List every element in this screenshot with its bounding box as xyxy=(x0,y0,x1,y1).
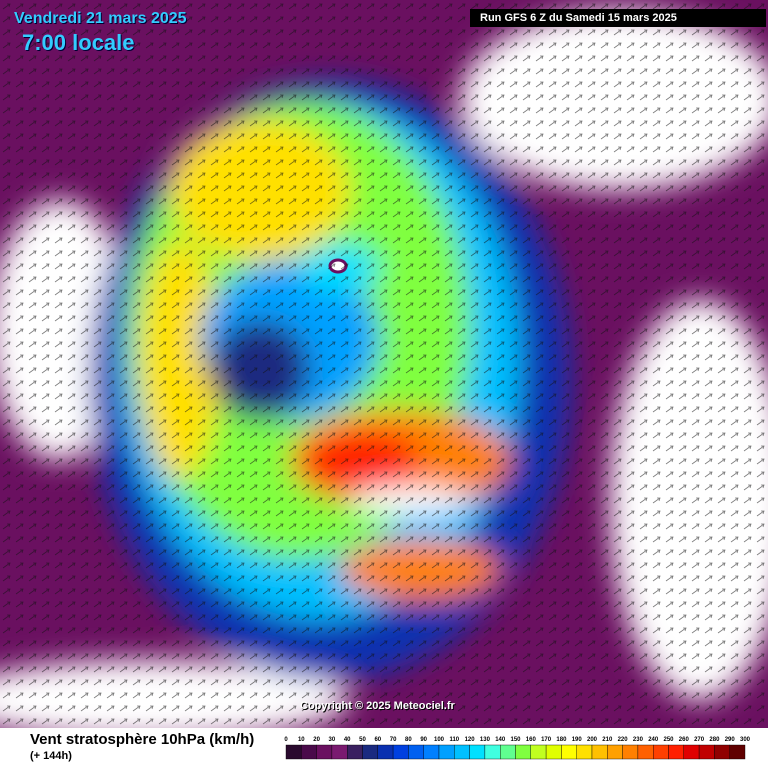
scale-swatch xyxy=(729,744,746,760)
scale-label: 190 xyxy=(572,737,583,743)
scale-label: 110 xyxy=(449,737,459,743)
scale-swatch xyxy=(698,744,715,760)
scale-swatch xyxy=(607,744,623,760)
wind-arrows xyxy=(0,0,768,728)
scale-label: 220 xyxy=(618,737,629,743)
scale-swatch xyxy=(591,744,608,760)
scale-swatch xyxy=(408,744,424,760)
scale-swatch xyxy=(362,744,379,760)
scale-label: 130 xyxy=(480,737,491,743)
scale-label: 0 xyxy=(284,737,288,743)
scale-swatch xyxy=(714,744,730,760)
scale-label: 200 xyxy=(587,737,598,743)
scale-label: 280 xyxy=(709,737,720,743)
scale-swatch xyxy=(301,744,317,760)
scale-label: 270 xyxy=(694,737,705,743)
scale-swatch xyxy=(653,744,669,760)
color-scale: 0 10 20 30 40 50 60 70 80 90 100 110 120 130 140 150 160… xyxy=(284,737,751,760)
scale-swatch xyxy=(316,744,333,760)
scale-label: 60 xyxy=(374,737,381,743)
date: Vendredi 21 mars 2025 xyxy=(14,10,187,27)
scale-swatch xyxy=(469,744,486,760)
scale-label: 80 xyxy=(405,737,412,743)
scale-swatch xyxy=(622,744,639,760)
scale-label: 70 xyxy=(390,737,397,743)
legend-subtitle: (+ 144h) xyxy=(30,750,72,762)
scale-swatch xyxy=(668,744,685,760)
scale-label: 260 xyxy=(679,737,690,743)
scale-swatch xyxy=(576,744,593,760)
scale-swatch xyxy=(515,744,532,760)
legend-title: Vent stratosphère 10hPa (km/h) xyxy=(30,731,255,748)
scale-swatch xyxy=(561,744,577,760)
scale-swatch xyxy=(683,744,700,760)
scale-swatch xyxy=(346,744,363,760)
scale-label: 160 xyxy=(526,737,537,743)
scale-label: 10 xyxy=(298,737,305,743)
scale-label: 100 xyxy=(434,737,445,743)
scale-label: 230 xyxy=(633,737,644,743)
scale-swatch xyxy=(285,744,302,760)
run-info: Run GFS 6 Z du Samedi 15 mars 2025 xyxy=(470,9,766,27)
scale-label: 50 xyxy=(359,737,366,743)
scale-label: 300 xyxy=(740,737,751,743)
scale-swatch xyxy=(392,744,409,760)
scale-swatch xyxy=(637,744,654,760)
scale-swatch xyxy=(331,744,348,760)
scale-swatch xyxy=(423,744,440,760)
scale-label: 120 xyxy=(465,737,476,743)
scale-label: 290 xyxy=(725,737,736,743)
scale-swatch xyxy=(438,744,455,760)
scale-label: 20 xyxy=(313,737,320,743)
scale-swatch xyxy=(454,744,470,760)
hour: 7:00 locale xyxy=(22,30,135,55)
scale-swatch xyxy=(545,744,562,760)
scale-label: 40 xyxy=(344,737,351,743)
scale-label: 140 xyxy=(495,737,506,743)
scale-label: 30 xyxy=(329,737,336,743)
scale-label: 170 xyxy=(541,737,552,743)
scale-label: 90 xyxy=(420,737,427,743)
scale-label: 240 xyxy=(648,737,659,743)
scale-label: 150 xyxy=(510,737,521,743)
scale-swatch xyxy=(484,744,501,760)
wind-map xyxy=(0,0,768,728)
scale-swatch xyxy=(377,744,394,760)
scale-label: 210 xyxy=(602,737,613,743)
copyright: Copyright © 2025 Meteociel.fr xyxy=(300,700,455,712)
scale-label: 250 xyxy=(663,737,674,743)
scale-swatch xyxy=(530,744,547,760)
scale-label: 180 xyxy=(556,737,567,743)
scale-swatch xyxy=(499,744,516,760)
